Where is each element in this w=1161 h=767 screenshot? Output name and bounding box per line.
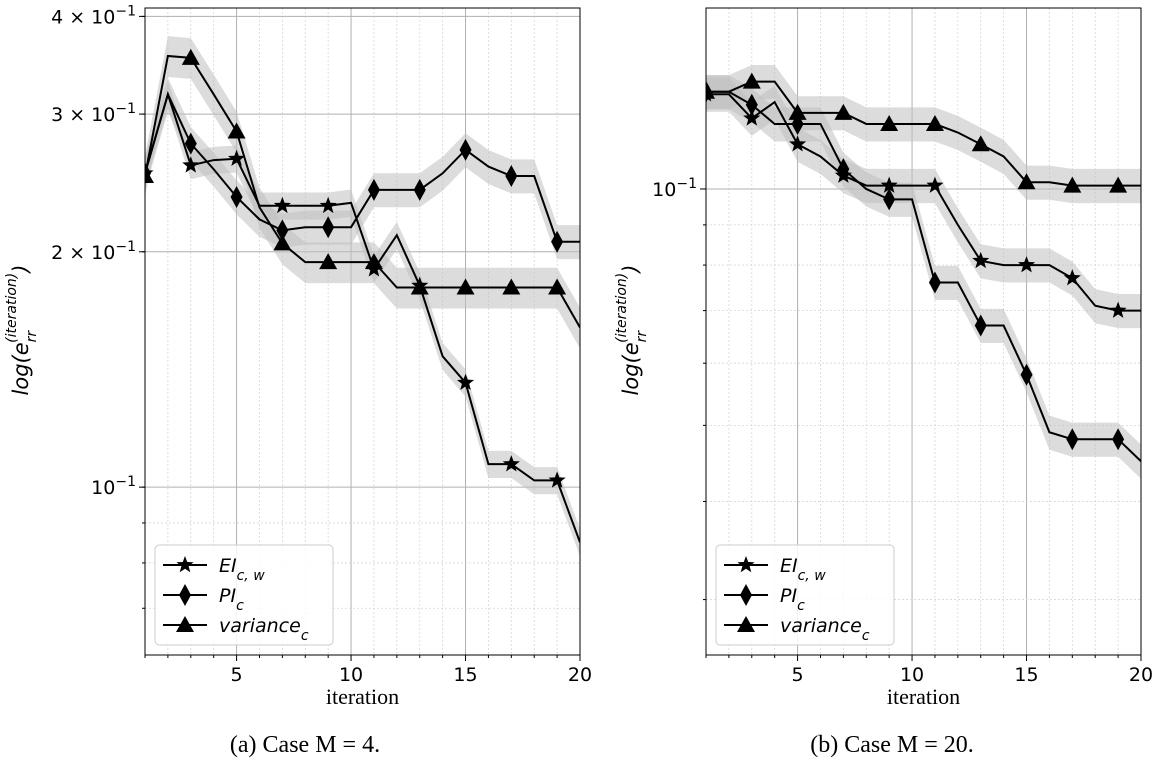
- data-point-star: [789, 135, 807, 152]
- legend-label: PIc: [219, 585, 244, 614]
- data-point-star: [1109, 301, 1127, 318]
- data-point-diamond: [1020, 363, 1033, 386]
- data-point-diamond: [974, 314, 987, 337]
- legend-label: variancec: [780, 615, 870, 644]
- y-axis-label: log(err(iteration)): [4, 265, 40, 396]
- data-point-diamond: [276, 219, 289, 242]
- data-point-star: [228, 149, 246, 167]
- data-point-triangle: [410, 278, 429, 295]
- data-point-triangle: [1017, 173, 1036, 190]
- legend-label: EIc, w: [219, 555, 265, 584]
- data-point-triangle: [925, 114, 944, 131]
- y-tick-label: 4 × 10−1: [51, 3, 136, 28]
- panel-b-chart: 5 10 15 20 iteration 10−1 log(err(iteration)) E…: [614, 7, 1153, 709]
- confidence-band-2: [706, 64, 1141, 204]
- confidence-band-2: [145, 36, 580, 349]
- caption-a: (a) Case M = 4.: [230, 732, 380, 758]
- y-tick-label: 10−1: [652, 176, 697, 201]
- y-tick-label: 2 × 10−1: [51, 239, 136, 264]
- data-point-diamond: [322, 216, 335, 239]
- data-point-diamond: [413, 178, 426, 201]
- data-point-star: [1017, 256, 1036, 273]
- data-point-star: [319, 196, 337, 214]
- legend-box: [715, 544, 895, 646]
- x-tick-label: 10: [900, 664, 924, 686]
- data-point-star: [1063, 269, 1081, 286]
- data-point-star: [273, 196, 291, 214]
- data-point-diamond: [459, 138, 472, 161]
- x-tick-label: 20: [1129, 664, 1153, 686]
- x-tick-label: 15: [1014, 664, 1038, 686]
- legend-label: PIc: [780, 585, 805, 614]
- data-point-triangle: [456, 278, 475, 295]
- legend-box: [154, 544, 334, 646]
- data-point-star: [880, 176, 898, 193]
- x-tick-label: 5: [231, 664, 243, 686]
- panel-a-chart: 5 10 15 20 iteration 10−1 2 × 10−1 3 × 10−1 4 × …: [4, 3, 592, 709]
- legend-marker-star: [176, 556, 194, 573]
- x-tick-label: 20: [568, 664, 592, 686]
- data-point-triangle: [788, 103, 807, 120]
- legend-label: EIc, w: [780, 555, 826, 584]
- legend-marker-star: [737, 556, 755, 573]
- caption-b: (b) Case M = 20.: [810, 732, 974, 758]
- y-tick-label: 10−1: [91, 474, 136, 499]
- data-point-star: [926, 176, 944, 193]
- data-point-diamond: [367, 178, 380, 201]
- data-point-star: [456, 373, 475, 391]
- data-point-diamond: [837, 158, 850, 181]
- x-axis-label: iteration: [887, 684, 960, 709]
- data-point-triangle: [742, 72, 761, 89]
- axes-frame: [705, 7, 1142, 656]
- data-point-triangle: [1109, 176, 1128, 193]
- legend-marker-triangle: [176, 616, 194, 632]
- data-point-star: [182, 156, 200, 173]
- y-axis-label: log(err(iteration)): [614, 265, 650, 396]
- data-point-triangle: [502, 278, 521, 295]
- data-point-diamond: [184, 132, 197, 155]
- data-point-diamond: [551, 230, 564, 253]
- confidence-band-1: [706, 75, 1141, 479]
- data-point-triangle: [1063, 176, 1082, 193]
- x-tick-label: 5: [792, 664, 804, 686]
- data-point-diamond: [745, 93, 758, 116]
- legend-label: variancec: [219, 615, 309, 644]
- data-point-triangle: [273, 234, 292, 251]
- data-point-triangle: [971, 135, 990, 152]
- data-point-triangle: [145, 166, 154, 183]
- data-point-star: [972, 251, 990, 269]
- data-point-diamond: [1066, 428, 1079, 451]
- data-point-triangle: [364, 253, 383, 270]
- x-tick-label: 10: [339, 664, 363, 686]
- data-point-star: [502, 455, 520, 472]
- data-point-triangle: [834, 103, 853, 120]
- data-point-triangle: [319, 253, 338, 270]
- data-point-diamond: [928, 271, 941, 294]
- x-tick-label: 15: [453, 664, 477, 686]
- data-point-diamond: [1112, 428, 1125, 451]
- data-point-diamond: [883, 188, 896, 211]
- data-point-triangle: [181, 48, 200, 65]
- plot-area: [145, 36, 580, 557]
- data-point-diamond: [505, 164, 518, 187]
- legend-marker-diamond: [179, 584, 191, 606]
- data-point-triangle: [880, 114, 899, 131]
- x-axis-label: iteration: [326, 684, 399, 709]
- data-point-triangle: [548, 278, 567, 295]
- data-point-diamond: [230, 186, 243, 209]
- data-point-star: [548, 471, 566, 488]
- legend-marker-diamond: [740, 584, 752, 606]
- plot-area: [706, 64, 1141, 479]
- data-point-star: [743, 109, 761, 126]
- legend-marker-triangle: [737, 616, 755, 632]
- axes-frame: [144, 7, 581, 656]
- data-point-triangle: [706, 82, 715, 99]
- data-point-triangle: [227, 122, 246, 139]
- y-tick-label: 3 × 10−1: [51, 101, 136, 126]
